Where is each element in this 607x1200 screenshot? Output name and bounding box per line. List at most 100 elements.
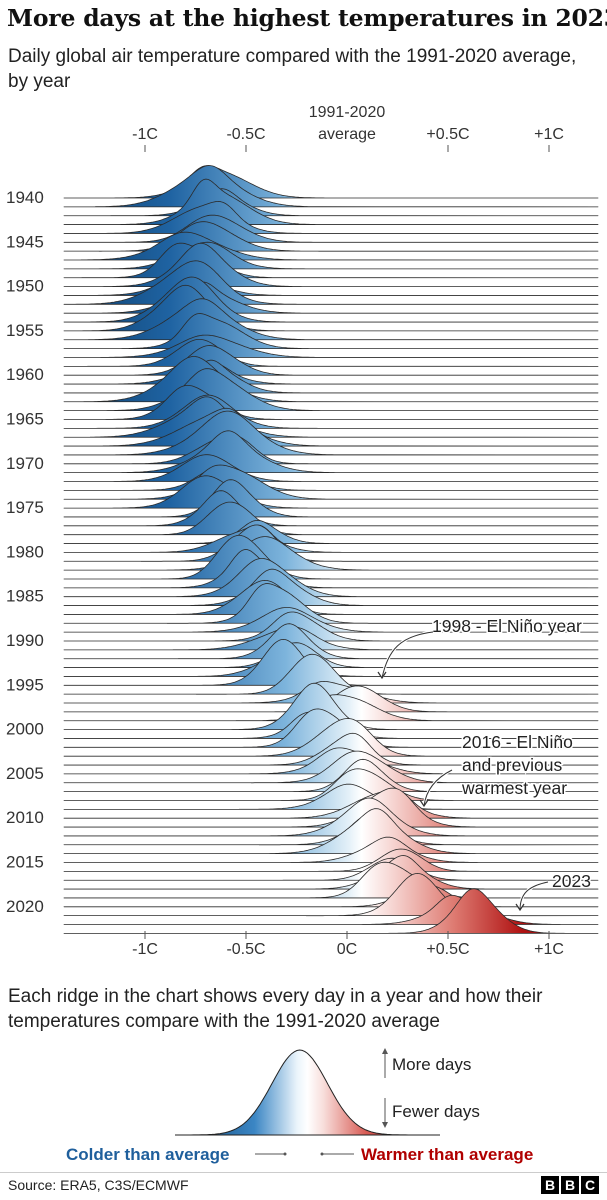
more-days-label: More days — [392, 1055, 471, 1074]
year-label: 2010 — [6, 808, 44, 827]
ridge-year-2003 — [63, 718, 599, 757]
warmer-pointer-dot — [320, 1152, 324, 1156]
top-axis: -1C -0.5C +0.5C +1C 1991-2020 average — [132, 104, 564, 152]
ridge-year-1941 — [63, 165, 599, 208]
ridge-year-1983 — [63, 535, 599, 580]
logo-letter: C — [581, 1176, 599, 1194]
ridge-year-2022 — [63, 894, 599, 925]
top-tick-label: -0.5C — [226, 126, 265, 143]
logo-letter: B — [561, 1176, 579, 1194]
annotation-2023-pointer — [519, 881, 549, 911]
chart-subtitle: Daily global air temperature compared wi… — [8, 46, 577, 92]
ridge-year-1987 — [63, 580, 599, 615]
ridge-year-1970 — [63, 434, 599, 465]
bottom-tick-label: -0.5C — [226, 941, 265, 958]
ridge-year-1963 — [63, 356, 599, 403]
bottom-tick-label: 0C — [337, 941, 357, 958]
ridge-year-2018 — [63, 855, 599, 890]
ridge-year-2012 — [63, 797, 599, 837]
top-center-label: average — [318, 126, 376, 143]
colder-pointer-dot — [283, 1152, 287, 1156]
ridge-year-2005 — [63, 747, 599, 775]
year-label: 1980 — [6, 542, 44, 561]
ridge-year-1981 — [63, 524, 599, 562]
ridge-year-1992 — [63, 623, 599, 660]
year-label: 1990 — [6, 631, 44, 650]
chart-title: More days at the highest temperatures in… — [7, 4, 607, 32]
year-label: 1995 — [6, 675, 44, 694]
ridge-year-1959 — [63, 339, 599, 367]
ridge-year-1974 — [63, 464, 599, 500]
more-days-arrow-icon — [382, 1048, 388, 1054]
ridge-year-1978 — [63, 501, 599, 536]
fewer-days-arrow-icon — [382, 1122, 388, 1128]
ridge-year-2014 — [63, 808, 599, 855]
bottom-axis: -1C -0.5C 0C +0.5C +1C — [132, 931, 564, 958]
bottom-tick-label: -1C — [132, 941, 158, 958]
annotation-2016-pointer — [423, 769, 453, 807]
annotation-2016-text: and previous — [462, 755, 562, 775]
colder-label: Colder than average — [66, 1145, 229, 1164]
ridge-year-2004 — [63, 732, 599, 766]
ridge-year-1977 — [63, 490, 599, 527]
top-center-label: 1991-2020 — [309, 104, 386, 121]
ridge-year-2000 — [63, 682, 599, 730]
top-tick-label: -1C — [132, 126, 158, 143]
year-label: 1985 — [6, 587, 44, 606]
legend-description: Each ridge in the chart shows every day … — [8, 986, 543, 1032]
ridge-year-1990 — [63, 611, 599, 642]
ridges — [63, 165, 599, 934]
ridge-year-2006 — [63, 750, 599, 784]
bottom-tick-label: +1C — [534, 941, 564, 958]
legend-diagram: More days Fewer days Colder than average… — [66, 1048, 533, 1164]
year-label: 1955 — [6, 321, 44, 340]
annotation-1998-text: 1998 - El Niño year — [432, 616, 582, 636]
warmer-label: Warmer than average — [361, 1145, 533, 1164]
ridge-year-2016 — [63, 848, 599, 872]
ridge-year-1995 — [63, 639, 599, 686]
source-note: Source: ERA5, C3S/ECMWF — [8, 1177, 189, 1193]
annotation-2016-text: 2016 - El Niño — [462, 732, 573, 752]
ridge-year-1940 — [63, 165, 599, 199]
year-label: 2005 — [6, 764, 44, 783]
ridge-year-1946 — [63, 221, 599, 252]
bbc-logo: B B C — [541, 1176, 599, 1194]
ridge-year-1993 — [63, 642, 599, 668]
top-tick-label: +1C — [534, 126, 564, 143]
bottom-tick-label: +0.5C — [426, 941, 469, 958]
ridge-year-2007 — [63, 758, 599, 793]
ridge-year-1985 — [63, 558, 599, 598]
annotation-2023-text: 2023 — [552, 871, 591, 891]
ridge-year-1972 — [63, 454, 599, 482]
year-label: 1945 — [6, 232, 44, 251]
year-label: 2020 — [6, 897, 44, 916]
ridge-year-1980 — [63, 524, 599, 553]
ridge-year-2023 — [63, 888, 599, 934]
ridge-year-1969 — [63, 410, 599, 456]
ridge-year-2017 — [63, 857, 599, 881]
annotation-2016-text: warmest year — [461, 778, 567, 798]
year-label: 2015 — [6, 853, 44, 872]
ridge-year-1965 — [63, 385, 599, 420]
year-label: 1970 — [6, 454, 44, 473]
ridge-year-1996 — [63, 653, 599, 695]
ridge-year-1988 — [63, 583, 599, 624]
year-label: 1960 — [6, 365, 44, 384]
annotation-1998-pointer — [381, 631, 434, 679]
fewer-days-label: Fewer days — [392, 1102, 480, 1121]
ridge-year-1947 — [63, 231, 599, 261]
ridge-year-1986 — [63, 568, 599, 606]
ridge-year-2011 — [63, 787, 599, 828]
annotation-1998-arrowhead-icon — [377, 671, 387, 680]
ridge-year-1979 — [63, 520, 599, 544]
ridge-year-1997 — [63, 681, 599, 704]
year-label: 2000 — [6, 720, 44, 739]
year-axis: 1940 1945 1950 1955 1960 1965 1970 1975 1980 1985… — [6, 188, 44, 916]
ridge-year-1960 — [63, 345, 599, 376]
logo-letter: B — [541, 1176, 559, 1194]
ridge-year-1975 — [63, 475, 599, 509]
annotation-2016-arrowhead-icon — [419, 799, 429, 808]
annotations: 1998 - El Niño year 2016 - El Niño and pre… — [377, 615, 592, 912]
annotation-2023-arrowhead-icon — [515, 903, 525, 912]
ridge-year-2009 — [63, 783, 599, 810]
